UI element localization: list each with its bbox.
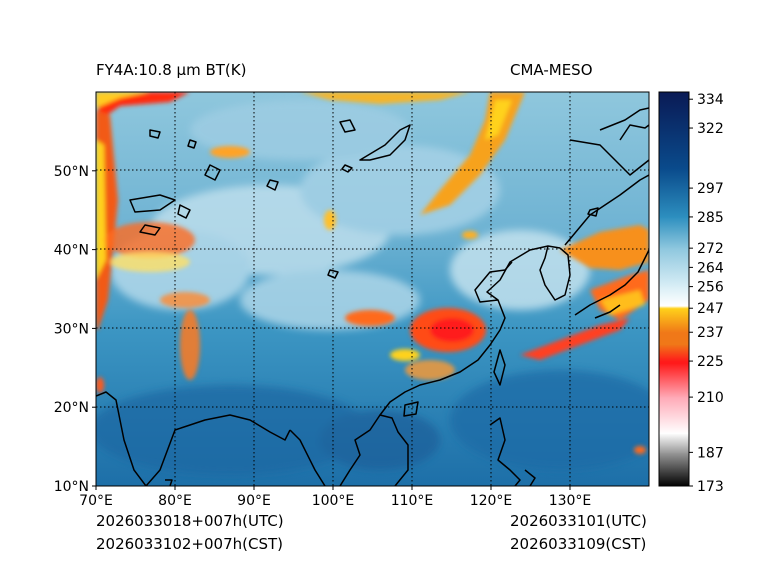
colorbar-segment (659, 332, 689, 345)
colorbar-tick-label: 297 (697, 181, 724, 197)
model-name: CMA-MESO (510, 61, 593, 79)
colorbar-axis: 173 187 210 225 237 247 256 264 272 285 297 322 334 (689, 92, 724, 495)
colorbar-segment (659, 305, 689, 309)
lat-tick-label: 30°N (54, 321, 89, 337)
lat-tick-label: 20°N (54, 400, 89, 416)
lon-tick-label: 70°E (79, 493, 113, 509)
lon-tick-label: 90°E (237, 493, 271, 509)
colorbar-tick-label: 173 (697, 479, 724, 495)
brightness-temperature-field (96, 92, 649, 486)
colorbar-tick-label: 210 (697, 390, 724, 406)
colorbar-segment (659, 361, 689, 364)
map-frame (95, 91, 650, 487)
product-title: FY4A:10.8 µm BT(K) (96, 61, 247, 79)
colorbar-tick-label: 187 (697, 445, 724, 461)
colorbar-segment (659, 433, 689, 453)
colorbar-segment (659, 92, 689, 170)
gridlines (96, 92, 649, 486)
colorbar-segment (659, 452, 689, 487)
colorbar-segment (659, 308, 689, 333)
lon-tick-label: 120°E (470, 493, 513, 509)
colorbar-tick-label: 225 (697, 354, 724, 370)
colorbar-segment (659, 286, 689, 307)
colorbar-tick-label: 256 (697, 280, 724, 296)
lat-tick-label: 50°N (54, 164, 89, 180)
lat-tick-label: 10°N (54, 479, 89, 495)
colorbar-segment (659, 248, 689, 288)
colorbar-segment (659, 363, 689, 398)
colorbar-tick-label: 272 (697, 241, 724, 257)
lon-tick-label: 100°E (312, 493, 355, 509)
lon-tick-label: 80°E (158, 493, 192, 509)
init-time-cst: 2026033102+007h(CST) (96, 535, 284, 553)
init-time-utc: 2026033018+007h(UTC) (96, 512, 284, 530)
colorbar-segment (659, 216, 689, 249)
map-axes: 70°E 80°E 90°E 100°E 110°E 120°E 130°E 10°N 20°N… (54, 164, 592, 509)
valid-time-cst: 2026033109(CST) (510, 535, 647, 553)
valid-time-utc: 2026033101(UTC) (510, 512, 647, 530)
colorbar-tick-label: 285 (697, 210, 724, 226)
colorbar-tick-label: 237 (697, 325, 724, 341)
colorbar (659, 92, 689, 487)
lon-tick-label: 130°E (549, 493, 592, 509)
colorbar-tick-label: 264 (697, 260, 724, 276)
lon-tick-label: 110°E (391, 493, 434, 509)
colorbar-segment (659, 397, 689, 434)
colorbar-segment (659, 344, 689, 362)
colorbar-segment (659, 168, 689, 218)
colorbar-frame (658, 91, 690, 487)
colorbar-tick-label: 322 (697, 121, 724, 137)
lat-tick-label: 40°N (54, 243, 89, 259)
colorbar-tick-label: 247 (697, 301, 724, 317)
colorbar-tick-label: 334 (697, 92, 724, 108)
coastlines (96, 107, 649, 486)
